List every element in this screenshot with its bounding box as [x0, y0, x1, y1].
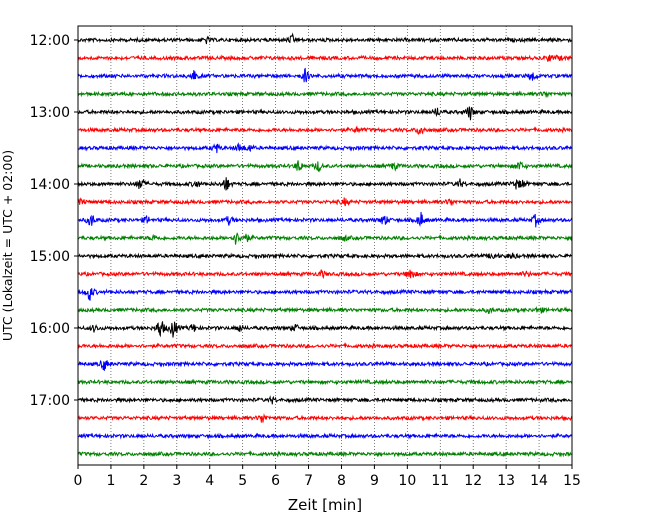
seismogram-trace-1445 — [77, 232, 573, 245]
seismogram-trace-1530 — [77, 288, 573, 301]
seismogram-trace-1330 — [77, 142, 573, 154]
seismogram-trace-1245 — [77, 90, 573, 98]
grid-lines — [110, 26, 540, 465]
x-tick-label: 2 — [139, 473, 148, 489]
y-axis-label: UTC (Lokalzeit = UTC + 02:00) — [0, 150, 15, 341]
y-tick-label: 15:00 — [30, 249, 70, 265]
x-tick-label: 14 — [530, 473, 548, 489]
x-tick-label: 13 — [497, 473, 515, 489]
seismogram-trace-1730 — [77, 432, 573, 440]
seismogram-trace-1615 — [77, 342, 573, 350]
y-axis-ticks: 12:00 13:00 14:00 15:00 16:00 17:00 — [30, 33, 78, 409]
seismogram-trace-1630 — [77, 359, 573, 371]
x-tick-label: 12 — [464, 473, 482, 489]
seismogram-trace-1300 — [77, 106, 573, 121]
y-tick-label: 17:00 — [30, 393, 70, 409]
seismogram-trace-1215 — [77, 54, 573, 62]
seismogram-trace-1715 — [77, 413, 573, 423]
y-tick-label: 14:00 — [30, 177, 70, 193]
x-axis-ticks: 0 1 2 3 4 5 6 7 8 9 10 11 12 13 14 15 — [74, 465, 581, 489]
seismogram-trace-1600 — [77, 321, 573, 338]
seismogram-trace-1430 — [77, 211, 573, 228]
x-tick-label: 8 — [337, 473, 346, 489]
seismogram-trace-1230 — [77, 67, 573, 83]
x-tick-label: 9 — [370, 473, 379, 489]
seismogram-trace-1400 — [77, 177, 573, 192]
x-tick-label: 10 — [398, 473, 416, 489]
x-tick-label: 15 — [563, 473, 581, 489]
x-axis-label: Zeit [min] — [288, 496, 362, 514]
seismogram-trace-1700 — [77, 395, 573, 405]
plot-frame — [77, 25, 573, 466]
x-tick-label: 0 — [74, 473, 83, 489]
x-tick-label: 5 — [238, 473, 247, 489]
seismogram-trace-1545 — [77, 305, 573, 315]
seismogram-trace-1515 — [77, 269, 573, 280]
x-tick-label: 3 — [172, 473, 181, 489]
seismogram-trace-1200 — [77, 32, 573, 45]
x-tick-label: 4 — [205, 473, 214, 489]
x-tick-label: 6 — [271, 473, 280, 489]
x-tick-label: 1 — [106, 473, 115, 489]
seismogram-trace-1500 — [77, 252, 573, 260]
y-tick-label: 16:00 — [30, 321, 70, 337]
seismogram-trace-1315 — [77, 125, 573, 135]
seismogram-trace-1345 — [77, 160, 573, 173]
seismogram-trace-1745 — [77, 450, 573, 458]
x-tick-label: 7 — [304, 473, 313, 489]
y-tick-label: 12:00 — [30, 33, 70, 49]
y-tick-label: 13:00 — [30, 105, 70, 121]
trace-group — [77, 32, 573, 458]
seismogram-trace-1645 — [77, 378, 573, 386]
x-tick-label: 11 — [431, 473, 449, 489]
seismogram-trace-1415 — [77, 197, 573, 207]
